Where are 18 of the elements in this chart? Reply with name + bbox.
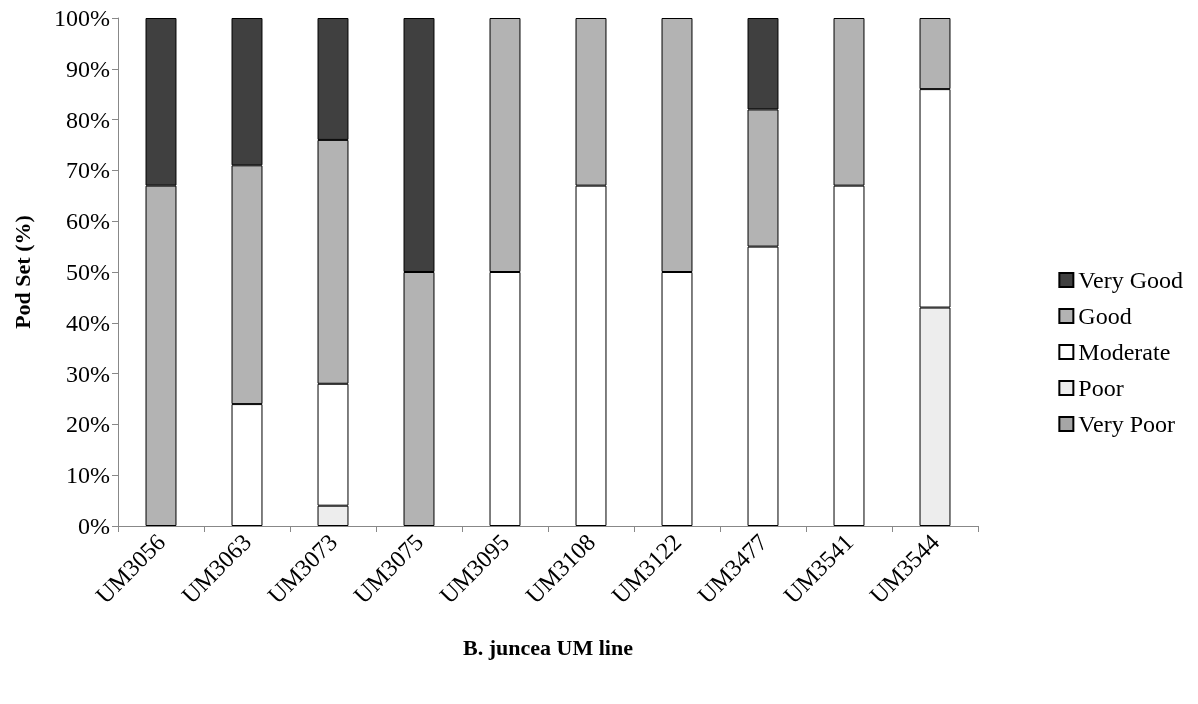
y-tick-label: 30%: [66, 360, 110, 387]
y-tick-label: 20%: [66, 411, 110, 438]
legend-label: Poor: [1078, 375, 1124, 401]
y-tick-label: 80%: [66, 106, 110, 133]
x-axis-title: B. juncea UM line: [463, 634, 634, 660]
y-tick-label: 50%: [66, 259, 110, 285]
legend-label: Moderate: [1078, 339, 1171, 365]
legend-label: Very Poor: [1078, 411, 1176, 437]
y-tick-label: 40%: [66, 309, 110, 336]
y-tick-label: 90%: [66, 55, 110, 82]
legend-label: Good: [1078, 303, 1132, 329]
y-tick-label: 60%: [66, 208, 110, 235]
legend-label: Very Good: [1078, 267, 1184, 293]
y-tick-label: 0%: [78, 513, 110, 539]
y-tick-label: 10%: [66, 462, 110, 489]
y-tick-label: 70%: [66, 157, 110, 184]
y-axis-title: Pod Set (%): [9, 215, 35, 329]
y-tick-label: 100%: [54, 5, 110, 31]
